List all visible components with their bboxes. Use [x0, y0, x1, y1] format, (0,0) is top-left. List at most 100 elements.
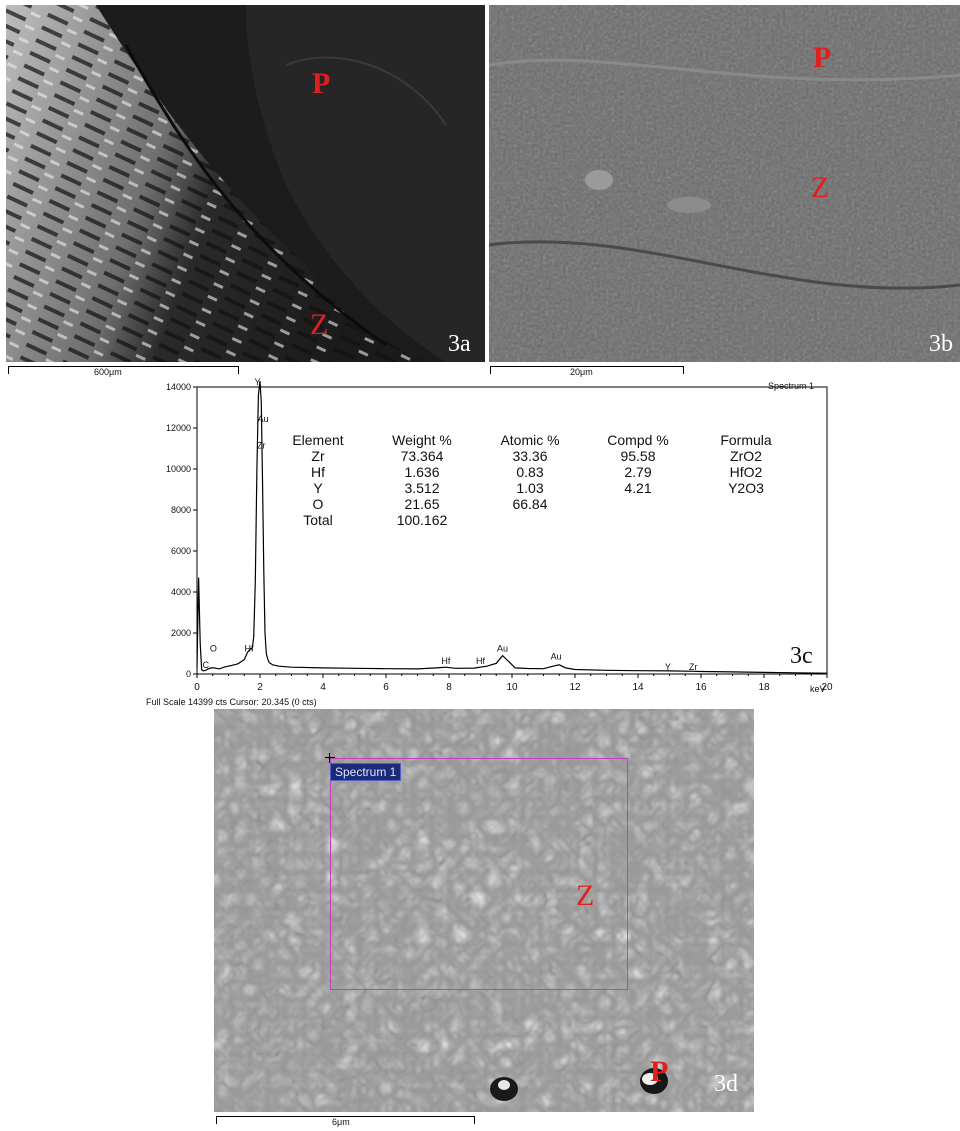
table-row: Hf 1.636 0.83 2.79 HfO2: [268, 464, 800, 480]
x-tick-label: 6: [383, 682, 389, 693]
table-header-row: Element Weight % Atomic % Compd % Formul…: [268, 432, 800, 448]
sem-panel-3b: P Z 3b: [489, 5, 960, 362]
spectrum-title: Spectrum 1: [768, 381, 815, 391]
table-cell: Y2O3: [728, 480, 764, 496]
table-row: Total 100.162: [268, 512, 800, 528]
table-cell: 66.84: [512, 496, 548, 512]
x-tick-label: 10: [506, 682, 518, 693]
spectrum-region-label: Spectrum 1: [330, 763, 402, 781]
table-cell: O: [312, 496, 324, 512]
table-cell: 1.636: [404, 464, 440, 480]
region-label-p: P: [813, 41, 832, 74]
peak-label: Zr: [257, 441, 266, 451]
table-cell: Total: [303, 512, 333, 528]
table-row: O 21.65 66.84: [268, 496, 800, 512]
full-scale-readout: Full Scale 14399 cts Cursor: 20.345 (0 c…: [146, 697, 317, 707]
spectrum-region-box: [330, 758, 628, 990]
x-tick-label: 0: [194, 682, 200, 693]
panel-label-3c: 3c: [790, 643, 813, 669]
table-cell: 100.162: [396, 512, 448, 528]
x-tick-label: 12: [569, 682, 581, 693]
scalebar-3d: 6μm: [216, 1116, 475, 1127]
peak-label: Au: [551, 652, 562, 662]
scalebar-label-3b: 20μm: [570, 367, 593, 377]
table-cell: 73.364: [400, 448, 444, 464]
crosshair-cursor-icon: [325, 753, 335, 763]
peak-label: C: [203, 660, 210, 670]
x-tick-label: 4: [320, 682, 326, 693]
table-cell: HfO2: [729, 464, 763, 480]
spectrum-line: [196, 380, 828, 674]
panel-label-3d: 3d: [714, 1071, 738, 1097]
table-cell: 3.512: [404, 480, 440, 496]
y-tick-label: 4000: [171, 587, 191, 597]
panel-label-3b: 3b: [929, 331, 953, 357]
y-tick-label: 0: [186, 669, 191, 679]
table-cell: Y: [313, 480, 323, 496]
region-label-z: Z: [310, 308, 329, 341]
peak-label: Hf: [441, 656, 450, 666]
peak-label: Y: [254, 377, 260, 387]
column-header: Formula: [720, 432, 772, 448]
x-tick-label: 18: [758, 682, 770, 693]
sem-panel-3d: Z P 3d: [214, 709, 754, 1112]
table-cell: [584, 512, 692, 528]
table-cell: 95.58: [620, 448, 656, 464]
column-header: Atomic %: [500, 432, 560, 448]
table-cell: ZrO2: [730, 448, 762, 464]
sem-panel-3a: P Z 3a: [6, 5, 485, 362]
table-cell: Zr: [311, 448, 325, 464]
table-cell: [476, 512, 584, 528]
sem-image-3b: [489, 5, 960, 362]
table-cell: 33.36: [512, 448, 548, 464]
peak-label: Hf: [244, 643, 253, 653]
table-cell: 1.03: [516, 480, 544, 496]
region-label-z: Z: [811, 171, 830, 204]
table-cell: 2.79: [624, 464, 652, 480]
chart-axes: 0 2 4 6 8 10 12 14 16 18 20 0 2000 4000 6000 8000 10000 1…: [166, 380, 833, 693]
peak-label: Zr: [689, 662, 698, 672]
region-label-z: Z: [576, 879, 595, 912]
table-cell: Hf: [311, 464, 325, 480]
sem-image-3a: [6, 5, 485, 362]
peak-label: Y: [665, 662, 671, 672]
x-tick-label: 8: [446, 682, 452, 693]
x-tick-label: 16: [695, 682, 707, 693]
y-tick-label: 6000: [171, 546, 191, 556]
table-cell: 4.21: [624, 480, 652, 496]
y-tick-label: 8000: [171, 505, 191, 515]
x-tick-label: 14: [632, 682, 644, 693]
scalebar-label-3a: 600μm: [94, 367, 122, 377]
y-tick-label: 14000: [166, 382, 191, 392]
sem-image-3d: [214, 709, 754, 1112]
eds-spectrum-chart: 0 2 4 6 8 10 12 14 16 18 20 0 2000 4000 6000 8000 10000 1…: [166, 377, 833, 693]
scalebar-3b: 20μm: [490, 366, 684, 377]
peak-label: Hf: [476, 656, 485, 666]
peak-label: Au: [258, 414, 269, 424]
scalebar-3a: 600μm: [8, 366, 239, 377]
x-tick-label: 2: [257, 682, 263, 693]
region-label-p: P: [312, 67, 331, 100]
table-row: Zr 73.364 33.36 95.58 ZrO2: [268, 448, 800, 464]
x-axis-unit: keV: [810, 684, 826, 694]
table-cell: [692, 496, 800, 512]
table-cell: 0.83: [516, 464, 544, 480]
y-tick-label: 12000: [166, 423, 191, 433]
table-cell: 21.65: [404, 496, 440, 512]
panel-label-3a: 3a: [448, 331, 471, 357]
peak-label: Au: [497, 643, 508, 653]
table-row: Y 3.512 1.03 4.21 Y2O3: [268, 480, 800, 496]
plot-frame: [196, 386, 828, 675]
scalebar-label-3d: 6μm: [332, 1117, 350, 1127]
y-tick-label: 2000: [171, 628, 191, 638]
region-label-p: P: [650, 1055, 669, 1088]
column-header: Weight %: [392, 432, 452, 448]
peak-label: O: [210, 643, 217, 653]
y-tick-label: 10000: [166, 464, 191, 474]
x-tick-label: 20: [821, 682, 833, 693]
column-header: Element: [292, 432, 344, 448]
column-header: Compd %: [607, 432, 669, 448]
composition-table: Element Weight % Atomic % Compd % Formul…: [268, 432, 800, 528]
table-cell: [584, 496, 692, 512]
